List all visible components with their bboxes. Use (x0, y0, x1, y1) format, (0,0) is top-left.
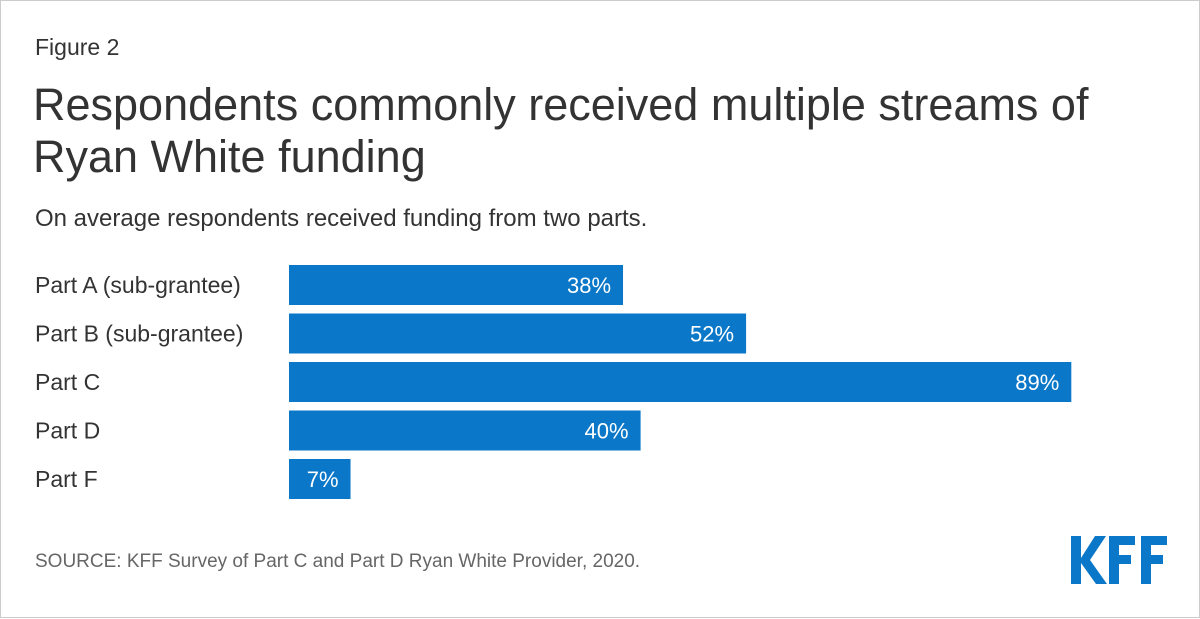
chart-subtitle: On average respondents received funding … (35, 205, 648, 232)
category-label: Part C (35, 369, 100, 395)
value-label: 40% (585, 419, 629, 444)
value-label: 52% (690, 322, 734, 347)
source-note: SOURCE: KFF Survey of Part C and Part D … (35, 551, 641, 572)
bar (289, 265, 624, 305)
bar (289, 459, 351, 499)
value-label: 7% (307, 467, 339, 492)
figure-label: Figure 2 (35, 34, 120, 60)
category-label: Part B (sub-grantee) (35, 321, 243, 347)
category-label: Part D (35, 418, 100, 444)
category-label: Part A (sub-grantee) (35, 272, 241, 298)
kff-logo (1071, 536, 1167, 584)
value-label: 89% (1015, 370, 1059, 395)
bar (289, 313, 747, 354)
category-label: Part F (35, 466, 98, 492)
chart-title: Respondents commonly received multiple s… (33, 79, 1089, 182)
bar (289, 362, 1072, 402)
bar (289, 410, 641, 451)
value-label: 38% (567, 273, 611, 298)
